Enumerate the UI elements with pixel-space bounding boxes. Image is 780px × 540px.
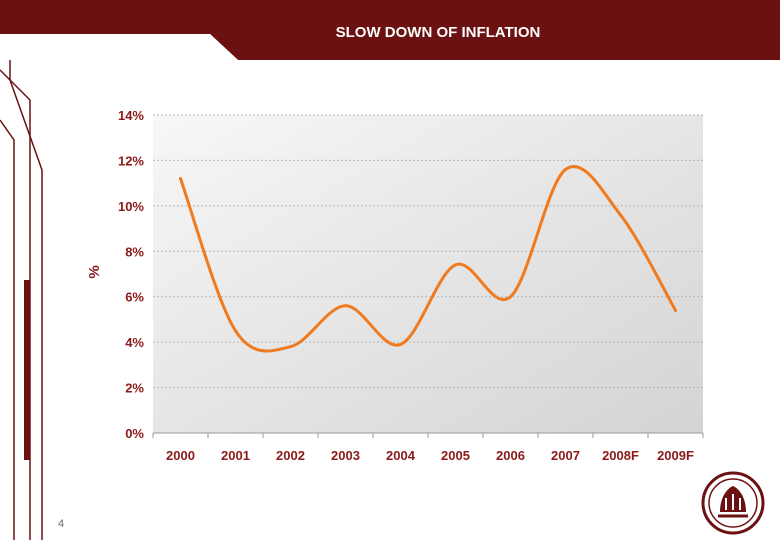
header-band [0,0,780,60]
data-point [564,168,567,172]
x-tick-label: 2008F [602,448,639,463]
x-tick-label: 2000 [166,448,195,463]
data-point [619,213,622,217]
plot-area [153,115,703,433]
x-tick-label: 2001 [221,448,250,463]
y-tick-labels: 0% 2% 4% 6% 8% 10% 12% 14% [118,108,144,441]
series-layer [179,165,677,353]
series-line [179,165,677,353]
data-point [234,329,237,333]
data-point [454,263,457,267]
y-axis-label: % [86,265,103,278]
side-line [0,119,15,540]
y-tick-label: 0% [125,426,144,441]
data-point [509,295,512,299]
side-line [9,60,43,540]
header-bar [0,0,780,60]
data-point [674,308,677,312]
grid-layer [152,114,704,438]
y-tick-label: 4% [125,335,144,350]
x-tick-labels: 2000 2001 2002 2003 2004 2005 2006 2007 2008F 200… [166,448,694,463]
x-tick-label: 2006 [496,448,525,463]
y-tick-label: 6% [125,290,144,305]
x-tick-label: 2005 [441,448,470,463]
data-point [179,177,182,181]
x-tick-label: 2004 [386,448,416,463]
header-band-accent [0,34,238,60]
x-tick-label: 2009F [657,448,694,463]
page-number: 4 [58,518,65,530]
data-point [289,345,292,349]
y-tick-label: 8% [125,244,144,259]
x-tick-label: 2003 [331,448,360,463]
x-tick-label: 2002 [276,448,305,463]
data-point [344,304,347,308]
y-tick-label: 2% [125,381,144,396]
y-tick-label: 14% [118,108,144,123]
crest-logo-icon [701,471,765,535]
side-decoration [0,60,43,540]
side-bar [24,280,30,460]
y-tick-label: 10% [118,199,144,214]
data-point [399,342,402,346]
page-title: SLOW DOWN OF INFLATION [335,24,541,41]
x-tick-label: 2007 [551,448,580,463]
y-tick-label: 12% [118,153,144,168]
